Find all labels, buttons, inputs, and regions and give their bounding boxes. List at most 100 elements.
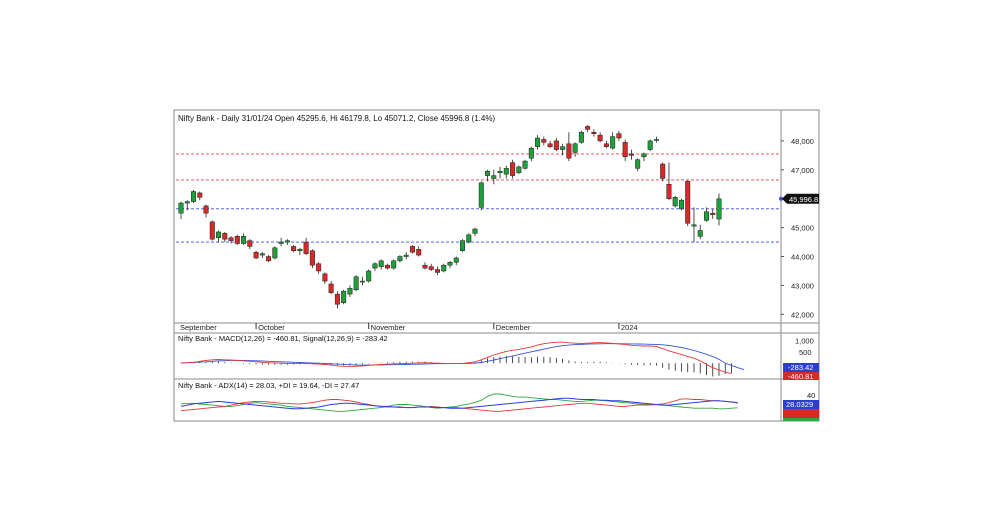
candle-body-6: [216, 231, 222, 238]
candle-body-51: [497, 171, 503, 173]
signal-badge-label: -283.42: [788, 363, 813, 372]
candle-body-29: [359, 280, 365, 283]
candle-body-49: [485, 171, 491, 176]
candle-body-22: [316, 263, 322, 272]
candle-body-44: [453, 257, 459, 263]
price-tick-label-3: 45,000: [791, 224, 814, 233]
macd-tick-label-1000: 1,000: [795, 337, 814, 346]
candle-body-46: [466, 234, 472, 243]
candle-body-31: [372, 263, 378, 269]
price-tick-label-5: 47,000: [791, 166, 814, 175]
plus-di-line: [180, 393, 738, 412]
candle-body-71: [622, 142, 628, 158]
macd-line: [180, 341, 732, 375]
candle-body-61: [560, 146, 566, 150]
candle-body-25: [334, 293, 340, 305]
adx-tick-label-40: 40: [807, 391, 815, 400]
candle-body-23: [322, 273, 328, 282]
x-tick-label-0: September: [180, 323, 217, 332]
candle-body-2: [191, 191, 197, 202]
candle-body-13: [259, 253, 265, 256]
candle-body-1: [184, 201, 190, 204]
candle-body-59: [547, 143, 553, 147]
candle-body-62: [566, 143, 572, 159]
candle-body-47: [472, 228, 478, 234]
candle-body-72: [628, 153, 634, 156]
grid-layer: [176, 153, 783, 243]
candle-body-36: [403, 254, 409, 257]
adx-label: Nifty Bank - ADX(14) = 28.03, +DI = 19.6…: [178, 381, 359, 390]
candle-body-76: [653, 139, 659, 141]
candle-body-14: [266, 256, 272, 262]
candle-body-78: [666, 184, 672, 199]
candle-body-63: [572, 143, 578, 153]
candle-body-11: [247, 240, 253, 247]
candle-body-85: [710, 212, 716, 215]
candle-body-70: [616, 133, 622, 139]
candle-body-48: [478, 182, 484, 208]
price-tick-label-2: 44,000: [791, 253, 814, 262]
candle-body-64: [578, 131, 584, 143]
candle-body-24: [328, 283, 334, 293]
candle-body-56: [528, 147, 534, 159]
candle-body-15: [272, 247, 278, 259]
macd-layer: [180, 341, 745, 377]
minus-di-badge: [783, 409, 819, 418]
x-tick-label-1: October: [258, 323, 285, 332]
adx-badge: [783, 400, 819, 409]
macd-tick-label-500: 500: [799, 348, 812, 357]
candle-body-77: [660, 163, 666, 179]
chart-title: Nifty Bank - Daily 31/01/24 Open 45295.6…: [178, 114, 495, 123]
candle-body-37: [409, 246, 415, 253]
candle-body-65: [585, 126, 591, 130]
candle-body-57: [535, 137, 541, 147]
macd-label: Nifty Bank - MACD(12,26) = -460.81, Sign…: [178, 334, 388, 343]
chart-frame: [173, 109, 820, 422]
macd-badge: [783, 372, 819, 380]
candle-body-17: [284, 240, 290, 243]
x-tick-label-3: December: [496, 323, 531, 332]
candle-body-8: [228, 237, 234, 241]
candle-body-9: [234, 236, 240, 244]
signal-badge: [783, 363, 819, 372]
candle-body-26: [341, 290, 347, 304]
candle-body-16: [278, 241, 284, 244]
candle-body-28: [353, 276, 359, 291]
candle-body-80: [678, 199, 684, 210]
candle-body-20: [303, 241, 309, 254]
candle-body-18: [291, 246, 297, 251]
candle-body-74: [641, 153, 647, 158]
candle-body-53: [510, 162, 516, 176]
candle-body-3: [197, 192, 203, 198]
candle-body-60: [553, 140, 559, 150]
candle-body-19: [297, 249, 303, 251]
adx-line: [180, 397, 738, 410]
candle-body-73: [635, 159, 641, 169]
plus-di-badge: [783, 418, 819, 421]
candle-body-42: [441, 264, 447, 272]
candle-body-55: [522, 160, 528, 169]
candle-body-39: [422, 264, 428, 269]
last-close-badge: [782, 193, 819, 204]
candle-body-69: [610, 136, 616, 149]
candle-body-10: [241, 236, 247, 244]
candle-body-75: [647, 140, 653, 150]
candle-body-52: [503, 168, 509, 175]
adx-badge-label: 28.0329: [786, 400, 813, 409]
candle-body-33: [384, 264, 390, 269]
candle-body-0: [178, 202, 184, 214]
candle-body-58: [541, 139, 547, 143]
candle-body-41: [434, 269, 440, 273]
candle-body-66: [591, 131, 597, 134]
candle-body-67: [597, 134, 603, 142]
candle-body-86: [716, 198, 722, 220]
adx-layer: [180, 393, 738, 412]
candle-body-50: [491, 175, 497, 179]
candle-body-4: [203, 205, 209, 214]
candle-body-79: [672, 197, 678, 207]
candle-body-54: [516, 166, 522, 173]
macd-badge-label: -460.81: [788, 372, 813, 381]
x-tick-label-4: 2024: [621, 323, 638, 332]
x-tick-label-2: November: [371, 323, 406, 332]
